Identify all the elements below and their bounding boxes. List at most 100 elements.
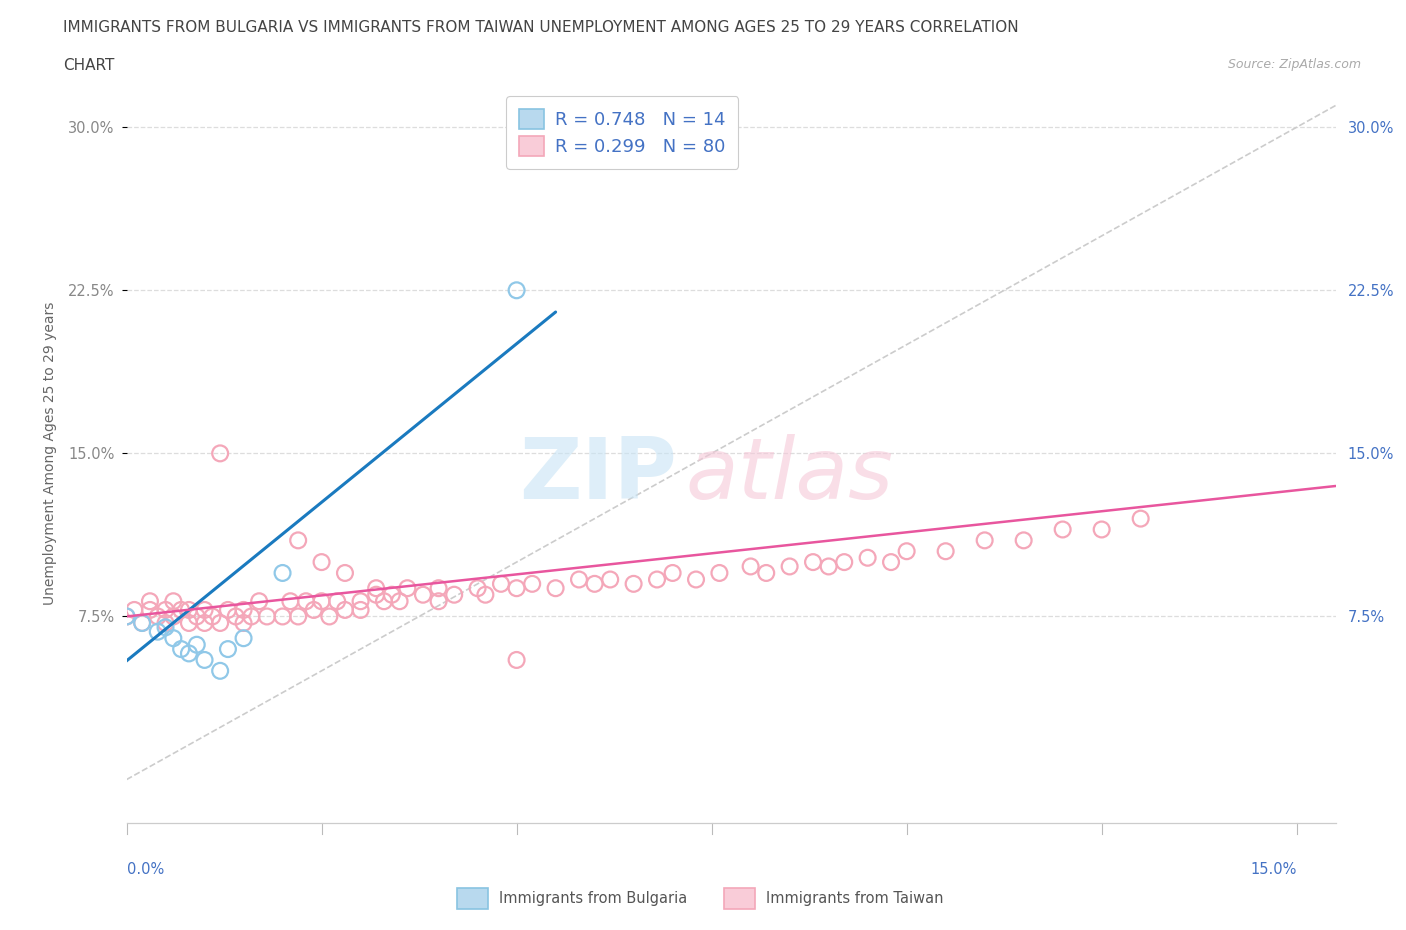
Point	[817, 559, 839, 574]
Point	[373, 594, 395, 609]
Point	[623, 577, 645, 591]
Point	[896, 544, 918, 559]
Point	[880, 554, 903, 569]
Point	[935, 544, 957, 559]
Text: CHART: CHART	[63, 58, 115, 73]
Point	[388, 594, 411, 609]
Point	[522, 577, 544, 591]
Point	[177, 616, 200, 631]
Point	[209, 616, 232, 631]
Point	[225, 609, 247, 624]
Text: Source: ZipAtlas.com: Source: ZipAtlas.com	[1227, 58, 1361, 71]
Point	[115, 609, 138, 624]
Point	[1052, 522, 1074, 537]
Point	[287, 533, 309, 548]
Point	[217, 603, 239, 618]
Point	[412, 587, 434, 602]
Point	[146, 609, 169, 624]
Point	[271, 565, 294, 580]
Point	[474, 587, 496, 602]
Point	[240, 609, 263, 624]
Point	[709, 565, 731, 580]
Point	[124, 603, 146, 618]
Point	[349, 603, 371, 618]
Point	[155, 620, 177, 635]
Point	[177, 646, 200, 661]
Point	[271, 609, 294, 624]
Point	[232, 603, 254, 618]
Legend: R = 0.748   N = 14, R = 0.299   N = 80: R = 0.748 N = 14, R = 0.299 N = 80	[506, 97, 738, 168]
Point	[193, 653, 215, 668]
Point	[801, 554, 824, 569]
Y-axis label: Unemployment Among Ages 25 to 29 years: Unemployment Among Ages 25 to 29 years	[44, 301, 58, 605]
Point	[333, 603, 356, 618]
Point	[544, 580, 567, 595]
Text: Immigrants from Bulgaria: Immigrants from Bulgaria	[499, 891, 688, 906]
Point	[193, 616, 215, 631]
Point	[280, 594, 302, 609]
Point	[427, 580, 450, 595]
Point	[856, 551, 879, 565]
Point	[193, 603, 215, 618]
Point	[381, 587, 404, 602]
Point	[217, 642, 239, 657]
Point	[1012, 533, 1035, 548]
Point	[232, 616, 254, 631]
Point	[287, 609, 309, 624]
Point	[366, 580, 388, 595]
Point	[1129, 512, 1152, 526]
Point	[583, 577, 606, 591]
Point	[505, 653, 527, 668]
Point	[685, 572, 707, 587]
Point	[443, 587, 465, 602]
Point	[311, 594, 333, 609]
Point	[146, 624, 169, 639]
Point	[318, 609, 340, 624]
Point	[186, 609, 208, 624]
Point	[568, 572, 591, 587]
Point	[832, 554, 855, 569]
Point	[295, 594, 318, 609]
Point	[467, 580, 489, 595]
Point	[779, 559, 801, 574]
Text: ZIP: ZIP	[519, 434, 676, 517]
Text: Immigrants from Taiwan: Immigrants from Taiwan	[766, 891, 943, 906]
Point	[599, 572, 621, 587]
Point	[366, 587, 388, 602]
Point	[505, 580, 527, 595]
Point	[186, 637, 208, 652]
Point	[333, 565, 356, 580]
Point	[740, 559, 762, 574]
Point	[427, 594, 450, 609]
Point	[209, 446, 232, 461]
Point	[115, 609, 138, 624]
Point	[661, 565, 683, 580]
Point	[162, 631, 184, 645]
Point	[247, 594, 270, 609]
Point	[131, 616, 153, 631]
Point	[973, 533, 995, 548]
Point	[162, 594, 184, 609]
Point	[170, 603, 193, 618]
Point	[139, 603, 162, 618]
Point	[505, 283, 527, 298]
Point	[396, 580, 419, 595]
Point	[489, 577, 512, 591]
Point	[155, 616, 177, 631]
Text: 0.0%: 0.0%	[127, 862, 163, 877]
Point	[256, 609, 278, 624]
Point	[131, 616, 153, 631]
Point	[232, 631, 254, 645]
Point	[326, 594, 349, 609]
Text: 15.0%: 15.0%	[1250, 862, 1296, 877]
Point	[311, 554, 333, 569]
Point	[1091, 522, 1114, 537]
Point	[209, 663, 232, 678]
Text: IMMIGRANTS FROM BULGARIA VS IMMIGRANTS FROM TAIWAN UNEMPLOYMENT AMONG AGES 25 TO: IMMIGRANTS FROM BULGARIA VS IMMIGRANTS F…	[63, 20, 1019, 35]
Point	[645, 572, 668, 587]
Point	[139, 594, 162, 609]
Point	[170, 642, 193, 657]
Point	[755, 565, 778, 580]
Point	[302, 603, 325, 618]
Point	[155, 603, 177, 618]
